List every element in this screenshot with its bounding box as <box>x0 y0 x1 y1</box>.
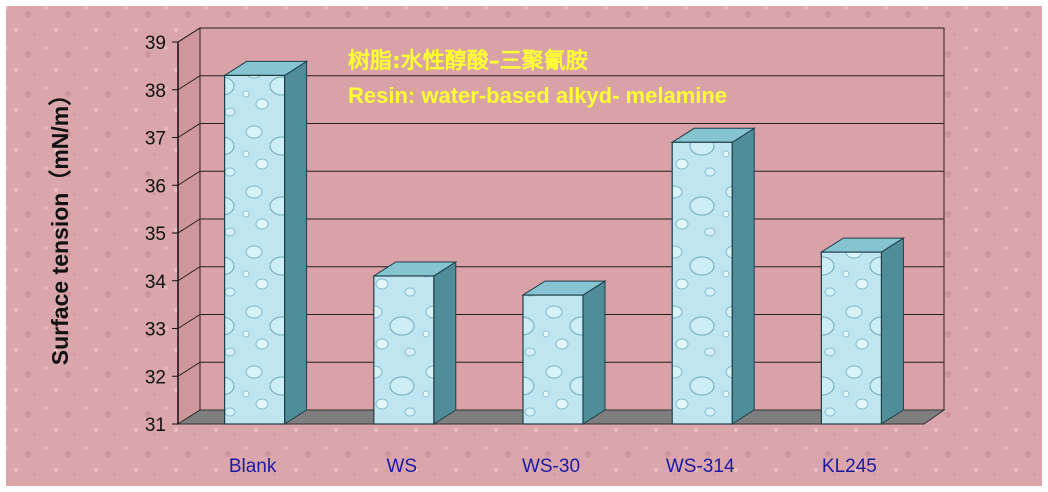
y-tick-label: 35 <box>145 224 166 245</box>
y-tick-label: 37 <box>145 129 166 150</box>
gridline <box>177 123 944 138</box>
y-tick-label: 39 <box>145 33 166 54</box>
y-axis-ticks: 31 32 33 34 35 36 37 38 39 <box>145 33 178 436</box>
bar <box>222 60 309 425</box>
bar <box>670 127 756 425</box>
x-axis-categories: Blank WS WS-30 WS-314 KL245 <box>229 456 877 477</box>
bar-side <box>880 237 904 425</box>
y-tick-label: 31 <box>145 415 166 436</box>
annotation-english: Resin: water-based alkyd- melamine <box>348 83 727 108</box>
bar-side <box>284 60 308 425</box>
bar-side <box>582 280 606 425</box>
bar <box>521 280 607 425</box>
bar-side <box>731 127 755 425</box>
y-tick-label: 32 <box>145 367 166 388</box>
annotation-chinese: 树脂:水性醇酸–三聚氰胺 <box>348 48 588 74</box>
x-category-label: Blank <box>229 456 277 477</box>
bar-front <box>522 294 584 425</box>
x-category-label: WS-314 <box>666 456 735 477</box>
y-tick-label: 36 <box>145 176 166 197</box>
bars <box>222 60 906 425</box>
gridline <box>177 75 944 91</box>
bar <box>372 261 458 425</box>
bar-front <box>671 141 733 425</box>
y-axis-label: Surface tension（mN/m） <box>47 83 73 365</box>
x-category-label: WS <box>386 456 417 477</box>
gridline <box>177 27 944 43</box>
y-tick-label: 34 <box>145 272 167 293</box>
bar <box>819 237 906 425</box>
bar-front <box>820 251 883 425</box>
bar-front <box>224 74 286 425</box>
x-category-label: KL245 <box>822 456 877 477</box>
bar-side <box>433 261 457 425</box>
x-category-label: WS-30 <box>522 456 580 477</box>
y-tick-label: 38 <box>145 81 166 102</box>
y-tick-label: 33 <box>145 320 166 341</box>
bar-front <box>373 275 435 425</box>
